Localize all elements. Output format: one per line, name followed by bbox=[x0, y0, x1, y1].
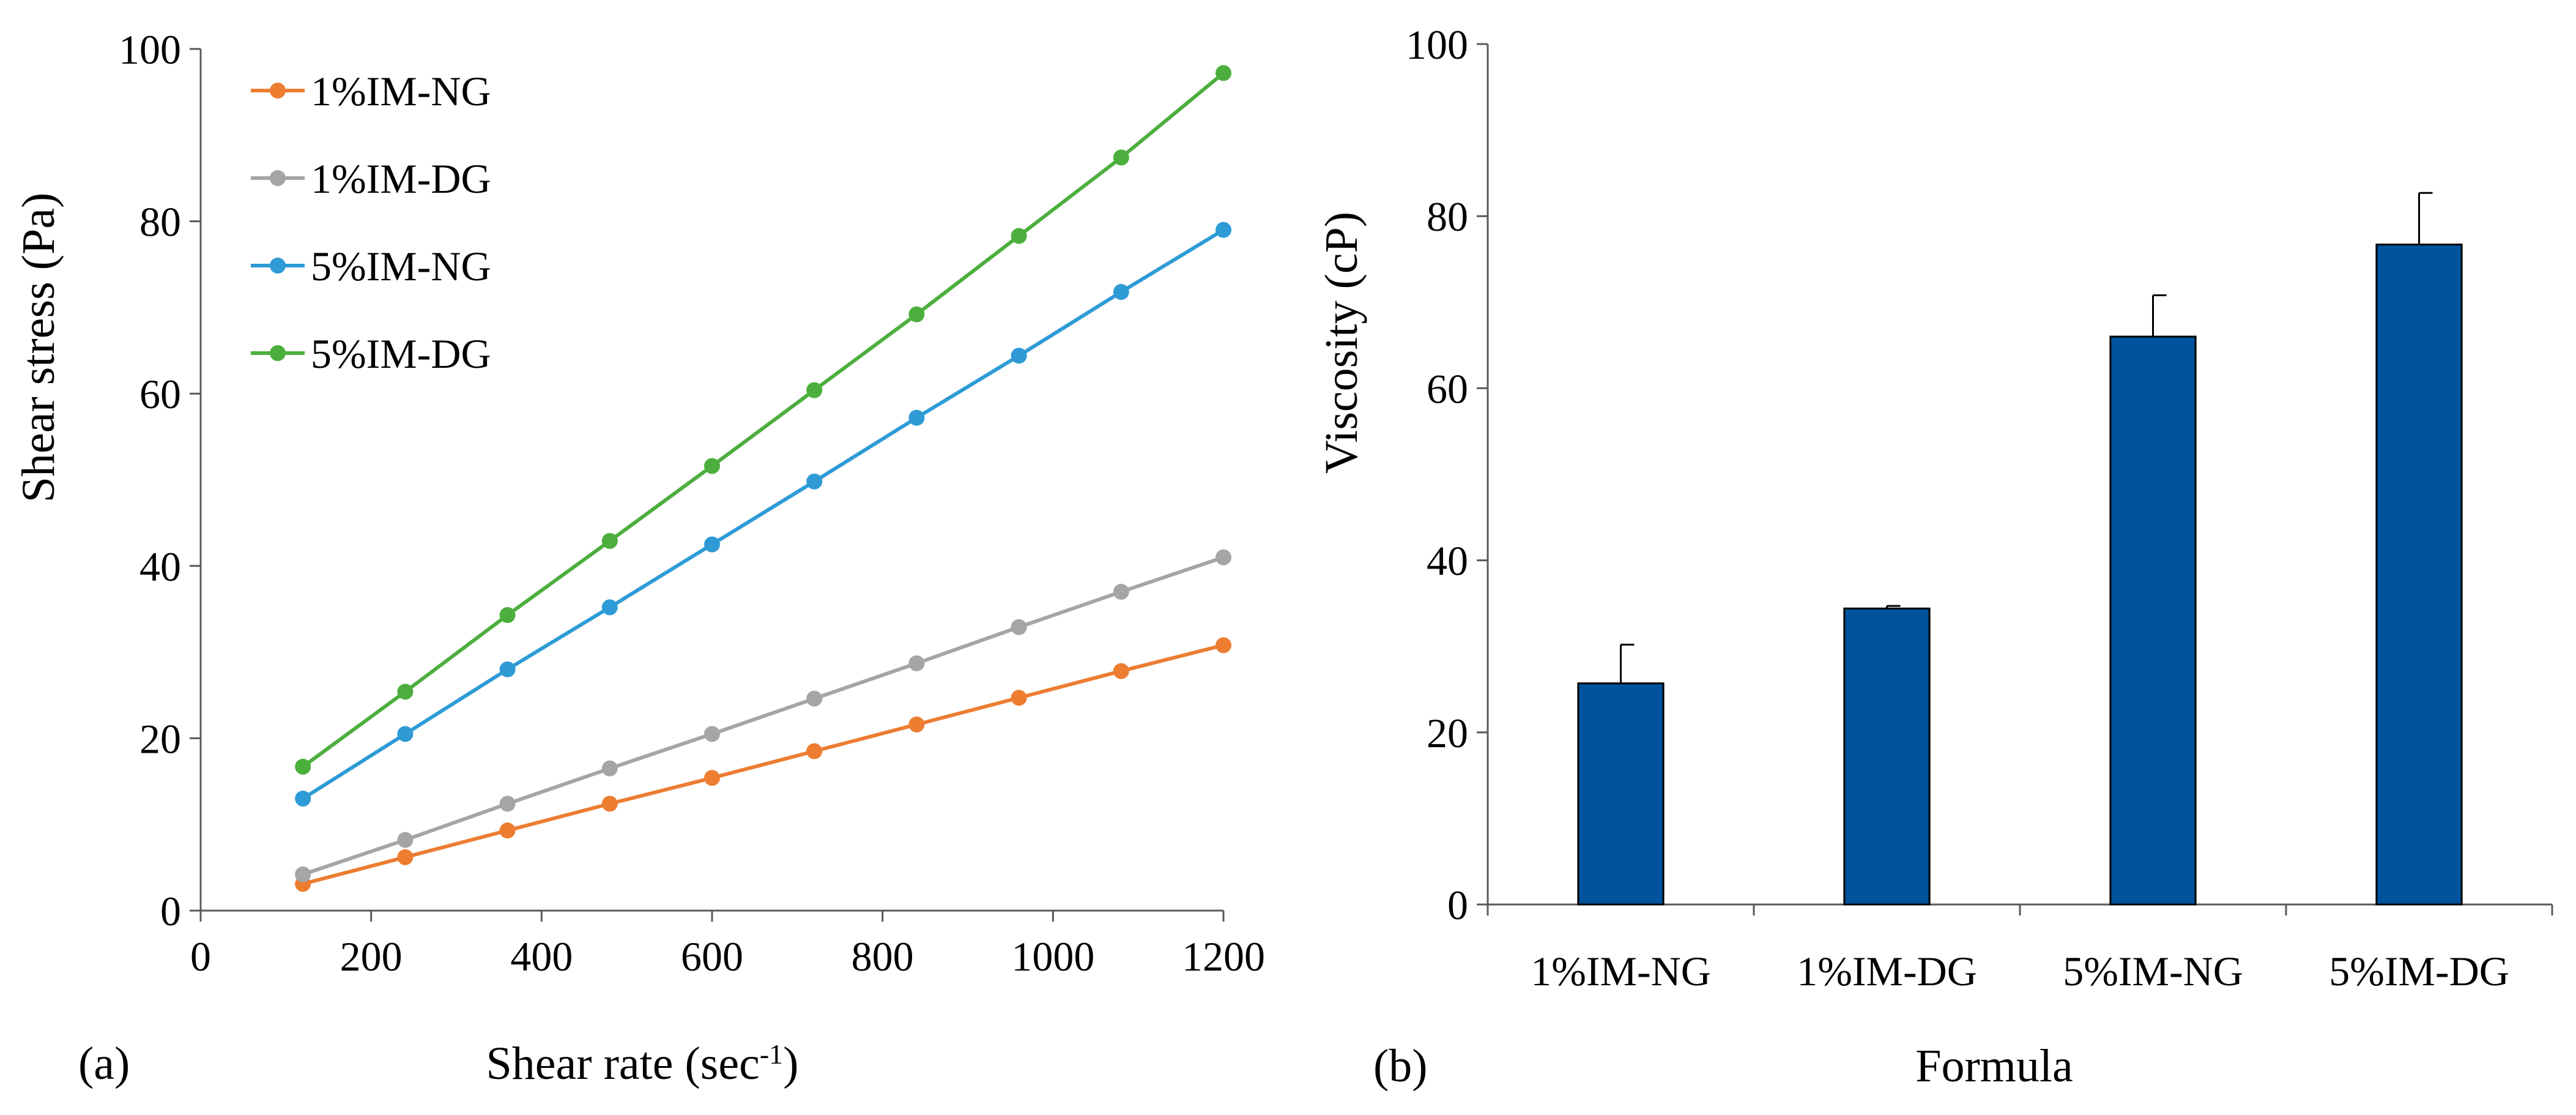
panel-a-label: (a) bbox=[78, 1038, 130, 1089]
legend-label-1%IM-NG: 1%IM-NG bbox=[311, 68, 491, 114]
series-point-5%IM-NG bbox=[499, 661, 516, 677]
panel-b-x-tick-label: 1%IM-DG bbox=[1797, 948, 1977, 994]
series-point-1%IM-DG bbox=[1216, 549, 1231, 565]
series-point-1%IM-NG bbox=[397, 849, 414, 865]
panel-a-y-tick-label: 20 bbox=[139, 715, 181, 762]
panel-b-x-tick-label: 5%IM-NG bbox=[2063, 948, 2243, 994]
panel-a-legend: 1%IM-NG 1%IM-DG 5%IM-NG 5%IM-DG bbox=[251, 68, 491, 377]
legend-label-5%IM-NG: 5%IM-NG bbox=[311, 243, 491, 289]
legend-label-5%IM-DG: 5%IM-DG bbox=[311, 330, 491, 377]
bar-1%IM-NG bbox=[1577, 682, 1665, 906]
panel-a-y-tick-label: 100 bbox=[119, 26, 181, 73]
bar-1%IM-DG bbox=[1843, 607, 1931, 906]
series-point-5%IM-DG bbox=[601, 532, 618, 549]
series-point-5%IM-NG bbox=[704, 536, 720, 553]
series-point-5%IM-NG bbox=[601, 599, 618, 616]
panel-b-ylabel: Viscosity (cP) bbox=[1316, 212, 1367, 474]
panel-b-y-tick-label: 100 bbox=[1406, 21, 1468, 68]
panel-b-y-tick-label: 40 bbox=[1427, 538, 1468, 584]
panel-a-y-tick-label: 40 bbox=[139, 543, 181, 590]
series-point-1%IM-DG bbox=[806, 690, 823, 707]
series-point-5%IM-NG bbox=[397, 726, 414, 742]
series-point-5%IM-DG bbox=[499, 607, 516, 624]
panel-a-x-tick-label: 1000 bbox=[1011, 933, 1094, 980]
legend-label-1%IM-DG: 1%IM-DG bbox=[311, 155, 491, 202]
panel-a-x-tick-label: 600 bbox=[681, 933, 743, 980]
panel-a-series bbox=[295, 65, 1231, 892]
panel-b-x-tick-label: 1%IM-NG bbox=[1531, 948, 1711, 994]
panel-a-x-tick-label: 800 bbox=[852, 933, 914, 980]
series-point-5%IM-DG bbox=[1011, 228, 1027, 244]
legend-marker-1%IM-DG bbox=[270, 170, 286, 186]
series-line-1%IM-NG bbox=[302, 643, 1224, 886]
series-point-5%IM-NG bbox=[908, 409, 925, 426]
panel-b-y-tick-label: 0 bbox=[1447, 882, 1468, 928]
panel-b-y-tick-label: 20 bbox=[1427, 710, 1468, 756]
series-point-5%IM-DG bbox=[704, 458, 720, 474]
series-point-1%IM-NG bbox=[601, 796, 618, 812]
series-point-1%IM-DG bbox=[397, 832, 414, 848]
panel-b-bars bbox=[1577, 192, 2463, 906]
series-point-5%IM-DG bbox=[1113, 149, 1129, 166]
series-point-1%IM-NG bbox=[908, 716, 925, 733]
series-point-1%IM-NG bbox=[1216, 637, 1231, 654]
series-point-1%IM-NG bbox=[499, 822, 516, 839]
series-point-1%IM-DG bbox=[1011, 619, 1027, 635]
series-point-1%IM-NG bbox=[806, 743, 823, 759]
series-point-5%IM-NG bbox=[806, 473, 823, 490]
series-point-1%IM-NG bbox=[704, 770, 720, 786]
panel-a-ylabel: Shear stress (Pa) bbox=[13, 193, 64, 503]
panel-a-x-tick-label: 200 bbox=[340, 933, 403, 980]
series-point-1%IM-DG bbox=[1113, 584, 1129, 600]
series-line-5%IM-NG bbox=[302, 228, 1225, 800]
series-point-5%IM-DG bbox=[1216, 65, 1231, 81]
series-line-5%IM-DG bbox=[302, 72, 1225, 769]
series-point-1%IM-DG bbox=[704, 726, 720, 742]
panel-a-xlabel: Shear rate (sec-1) bbox=[486, 1038, 799, 1089]
series-point-5%IM-DG bbox=[397, 684, 414, 700]
series-point-1%IM-DG bbox=[499, 796, 516, 812]
panel-a-y-tick-label: 80 bbox=[139, 199, 181, 245]
series-point-5%IM-NG bbox=[295, 790, 311, 807]
series-point-5%IM-NG bbox=[1113, 284, 1129, 300]
panel-b-bar-chart: 0 20 40 60 80 100 1%IM-NG 1%IM-DG 5%IM-NG 5%IM-DG… bbox=[1316, 21, 2553, 1092]
series-point-5%IM-DG bbox=[806, 382, 823, 398]
series-point-5%IM-DG bbox=[908, 306, 925, 323]
series-point-5%IM-NG bbox=[1216, 222, 1231, 238]
panel-b-y-tick-label: 60 bbox=[1427, 365, 1468, 412]
legend-marker-5%IM-DG bbox=[270, 345, 286, 361]
panel-a-y-tick-label: 60 bbox=[139, 371, 181, 417]
panel-a-y-tick-label: 0 bbox=[160, 888, 181, 934]
series-point-1%IM-DG bbox=[601, 760, 618, 777]
panel-b-x-tick-label: 5%IM-DG bbox=[2329, 948, 2509, 994]
bar-5%IM-NG bbox=[2109, 335, 2197, 906]
series-point-1%IM-DG bbox=[295, 866, 311, 882]
legend-marker-5%IM-NG bbox=[270, 258, 286, 274]
panel-a-x-tick-label: 400 bbox=[510, 933, 573, 980]
series-point-5%IM-DG bbox=[295, 758, 311, 775]
bar-5%IM-DG bbox=[2375, 244, 2463, 906]
legend-marker-1%IM-NG bbox=[270, 83, 286, 99]
panel-b-axes: 0 20 40 60 80 100 1%IM-NG 1%IM-DG 5%IM-NG 5%IM-DG bbox=[1406, 21, 2553, 994]
panel-b-label: (b) bbox=[1373, 1040, 1428, 1092]
series-point-5%IM-NG bbox=[1011, 348, 1027, 364]
series-point-1%IM-NG bbox=[1113, 663, 1129, 679]
panel-b-xlabel: Formula bbox=[1915, 1040, 2073, 1092]
panel-a-x-tick-label: 1200 bbox=[1182, 933, 1265, 980]
series-point-1%IM-NG bbox=[1011, 690, 1027, 706]
panel-b-y-tick-label: 80 bbox=[1427, 193, 1468, 240]
panel-a-x-tick-label: 0 bbox=[190, 933, 211, 980]
series-line-1%IM-DG bbox=[302, 555, 1224, 876]
series-point-1%IM-DG bbox=[908, 655, 925, 671]
